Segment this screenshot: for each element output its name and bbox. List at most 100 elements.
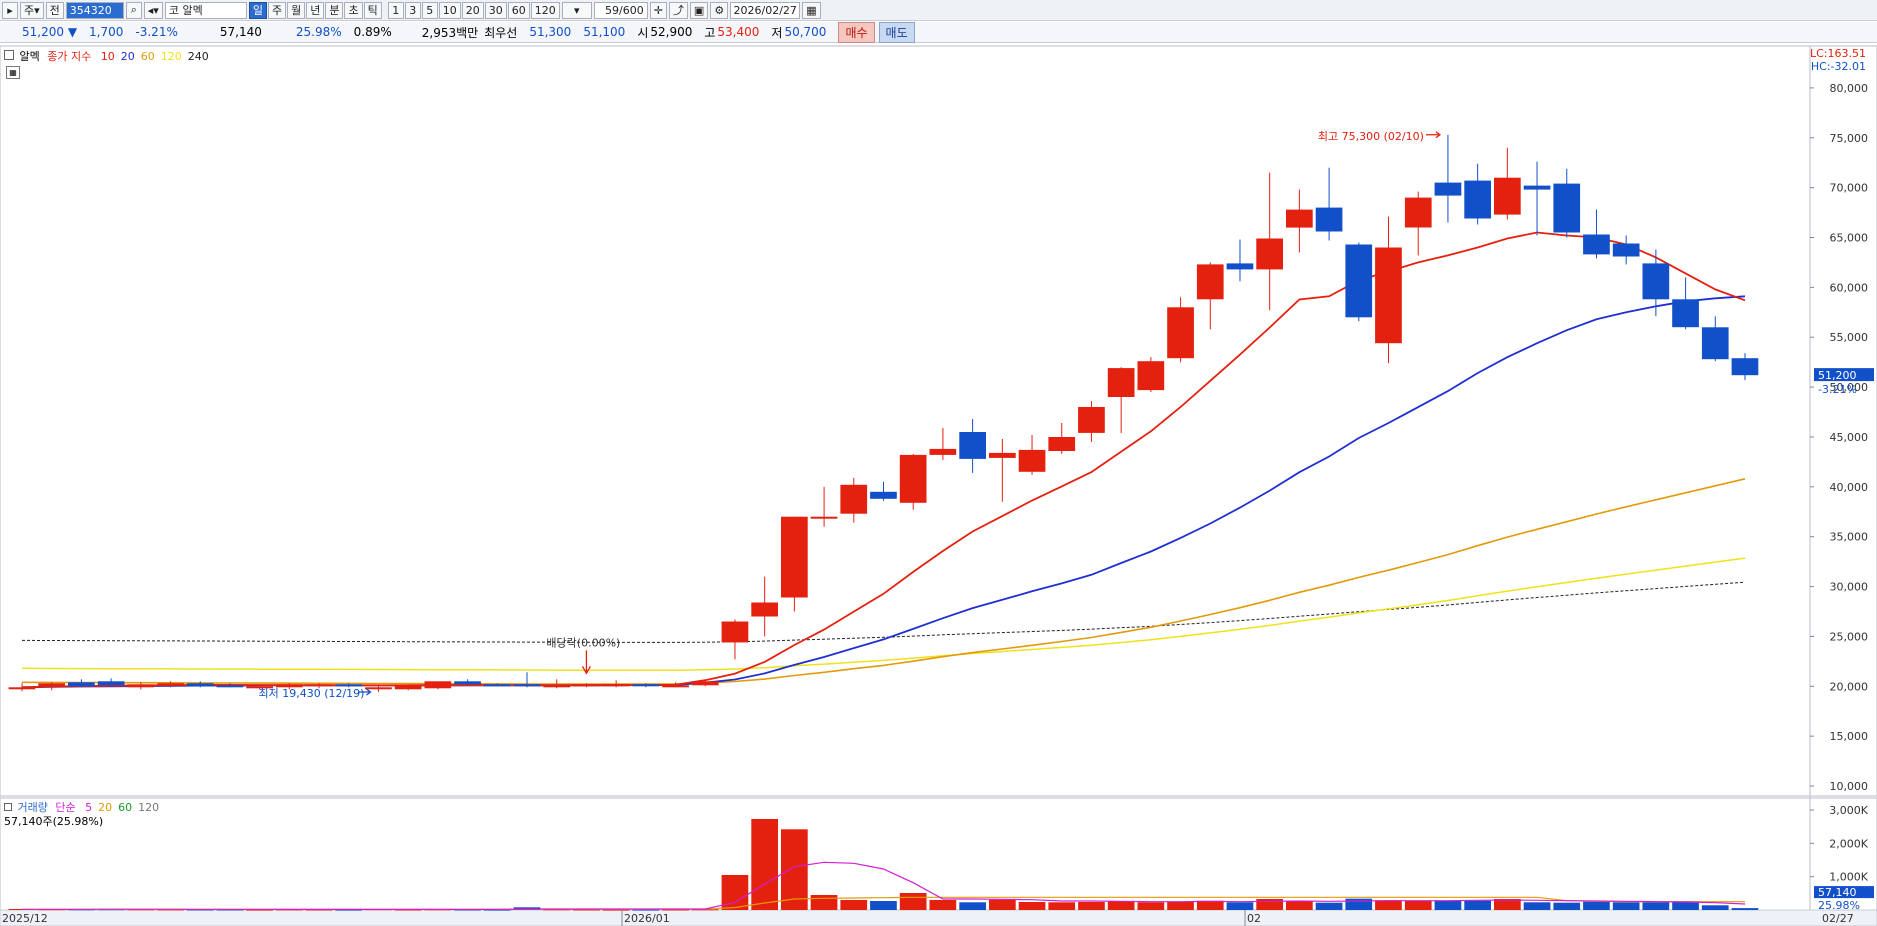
candle-body [1078, 407, 1105, 433]
volume-bar [1196, 900, 1224, 910]
interval-dropdown[interactable]: ▾ [561, 1, 592, 19]
volume-bar [1107, 901, 1135, 910]
count-field[interactable]: 59/600 [593, 1, 648, 19]
stock-chart[interactable]: 80,000 75,000 70,000 65,000 60,000 55,000 50,0… [0, 44, 1877, 926]
price-tag-pct: -3.21% [1818, 383, 1857, 396]
volume-ma-legend: 5 20 60 120 [79, 801, 159, 814]
turnover-rate: 0.89% [353, 25, 392, 39]
code-input[interactable]: 354320 [65, 1, 124, 19]
date-label: 02 [1247, 912, 1261, 925]
volume-bar [1434, 901, 1462, 910]
price-tick-label: 75,000 [1830, 132, 1869, 145]
ma-legend-20: 20 [120, 50, 135, 63]
volume-bar [810, 895, 838, 910]
period-tab-6[interactable]: 틱 [363, 1, 382, 19]
table-toggle-icon[interactable]: ▦ [6, 66, 20, 79]
price-tag-value: 51,200 [1818, 369, 1857, 382]
trade-amount: 2,953백만 [421, 25, 479, 40]
candle-body [394, 685, 422, 690]
window-menu-icon[interactable]: ▸ [2, 1, 18, 19]
volume-bar [1226, 902, 1254, 910]
price-tick-label: 25,000 [1830, 630, 1869, 643]
candle-body [454, 681, 481, 685]
volume-ma-label: 단순 [55, 801, 76, 814]
volume-value: 57,140 [219, 25, 262, 39]
volume-ma-legend-120: 120 [138, 801, 160, 814]
candle-body [1404, 197, 1432, 228]
candle-body [1167, 307, 1194, 359]
volume-tag-pct: 25.98% [1818, 899, 1860, 912]
stock-name-field[interactable]: 코 알멕 [164, 1, 247, 19]
candle-body [424, 681, 452, 689]
period-tab-5[interactable]: 초 [344, 1, 363, 19]
candle-body [1226, 263, 1254, 270]
period-tab-2[interactable]: 월 [287, 1, 306, 19]
ma-legend-240: 240 [187, 50, 209, 63]
volume-legend-title: 거래량 [17, 801, 48, 814]
search-icon[interactable]: ⌕ [125, 1, 142, 19]
candle-body [1256, 238, 1283, 270]
trend-icon[interactable]: ⤴ [668, 1, 688, 19]
candle-body [1196, 264, 1224, 300]
candle-body [1494, 177, 1521, 215]
prev-button[interactable]: 전 [45, 1, 64, 19]
candle-body [810, 516, 838, 519]
volume-tag-value: 57,140 [1818, 886, 1857, 899]
interval-button-1[interactable]: 1 [387, 1, 404, 19]
interval-button-10[interactable]: 10 [438, 1, 461, 19]
candle-body [899, 454, 927, 503]
period-tab-3[interactable]: 년 [306, 1, 325, 19]
volume-bar [1256, 899, 1283, 910]
price-tick-label: 45,000 [1830, 431, 1869, 444]
candle-body [691, 681, 719, 686]
volume-bar [1701, 905, 1729, 910]
volume-bar [899, 893, 927, 910]
volume-tick-label: 2,000K [1829, 837, 1868, 850]
price-tick-label: 15,000 [1830, 730, 1869, 743]
price-tick-label: 55,000 [1830, 331, 1869, 344]
crosshair-icon[interactable]: ✛ [649, 1, 667, 19]
ma240-line [21, 581, 1746, 643]
legend-stock-name: 알멕 [19, 50, 40, 63]
quote-bar: 51,200 ▼ 1,700 -3.21% 57,140 25.98% 0.89… [0, 21, 1877, 43]
calendar-icon[interactable]: ▦ [802, 1, 821, 19]
speaker-icon[interactable]: ◂▾ [143, 1, 163, 19]
candle-body [1375, 247, 1402, 344]
candle-body [840, 484, 868, 514]
bid-price: 51,100 [583, 25, 626, 39]
interval-button-3[interactable]: 3 [404, 1, 421, 19]
volume-bar [840, 900, 868, 910]
buy-button[interactable]: 매수 [838, 21, 875, 43]
volume-tick-label: 3,000K [1829, 804, 1868, 817]
period-tab-4[interactable]: 분 [325, 1, 344, 19]
candle-body [1107, 368, 1135, 397]
date-field[interactable]: 2026/02/27 [730, 1, 801, 19]
interval-button-30[interactable]: 30 [484, 1, 507, 19]
ma-legend-10: 10 [100, 50, 115, 63]
best-quote-label: 최우선 [484, 25, 518, 40]
candle-body [1553, 183, 1581, 233]
save-icon[interactable]: ▣ [689, 1, 709, 19]
candle-body [751, 602, 778, 617]
interval-button-5[interactable]: 5 [421, 1, 438, 19]
candle-body [157, 683, 184, 686]
interval-button-60[interactable]: 60 [507, 1, 530, 19]
period-tab-1[interactable]: 주 [267, 1, 287, 19]
lc-label: LC:163.51 [1810, 47, 1866, 60]
interval-button-20[interactable]: 20 [461, 1, 484, 19]
volume-bar [781, 829, 808, 910]
price-tag-bg [1814, 368, 1874, 382]
price-change: 1,700 [89, 25, 124, 39]
sell-button[interactable]: 매도 [878, 21, 915, 43]
period-tab-0[interactable]: 일 [248, 1, 267, 19]
volume-bar [186, 909, 214, 911]
legend-series-label: 종가 지수 [47, 50, 92, 63]
high-price: 53,400 [717, 25, 760, 39]
volume-tick-label: 1,000K [1829, 871, 1868, 884]
volume-panel-frame [0, 797, 1877, 911]
interval-button-120[interactable]: 120 [530, 1, 560, 19]
market-select[interactable]: 주 ▾ [20, 1, 44, 19]
gear-icon[interactable]: ⚙ [710, 1, 729, 19]
volume-bar [632, 909, 660, 911]
